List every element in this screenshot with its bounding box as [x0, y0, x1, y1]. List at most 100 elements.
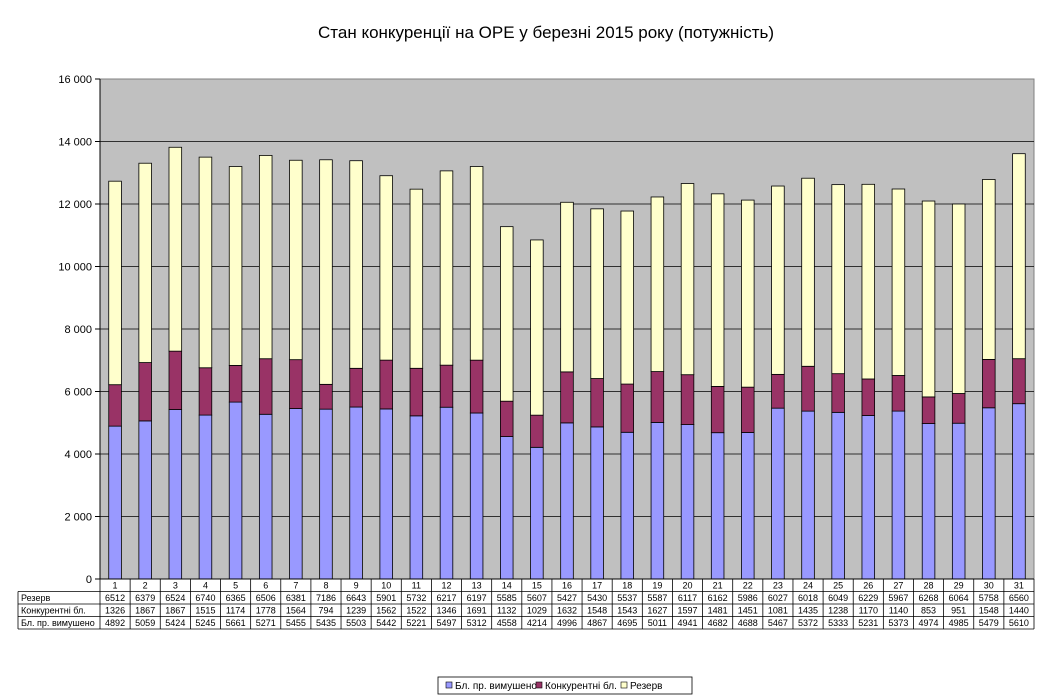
data-label: 5901: [376, 593, 396, 603]
bar-segment-1-day-19: [650, 422, 665, 580]
data-label: 4214: [527, 618, 547, 628]
x-tick-label: 19: [652, 581, 662, 591]
table-row-label: Конкурентні бл.: [21, 606, 86, 616]
bar-segment-2-day-23: [771, 373, 785, 409]
data-label: 5424: [165, 618, 185, 628]
data-label: 794: [318, 606, 333, 616]
data-label: 4996: [557, 618, 577, 628]
data-label: 5732: [406, 593, 426, 603]
bar-segment-1-day-17: [590, 426, 604, 580]
data-label: 5372: [798, 618, 818, 628]
data-label: 5231: [858, 618, 878, 628]
y-tick-label: 4 000: [64, 449, 92, 461]
x-tick-label: 18: [622, 581, 632, 591]
data-label: 1515: [195, 606, 215, 616]
bar-segment-3-day-6: [258, 155, 273, 360]
bar-segment-2-day-18: [620, 383, 634, 433]
bar-segment-2-day-5: [228, 365, 243, 403]
x-tick-label: 7: [293, 581, 298, 591]
bar-segment-1-day-27: [891, 410, 906, 580]
bar-segment-2-day-26: [861, 378, 876, 416]
data-label: 6740: [195, 593, 215, 603]
bar-segment-1-day-1: [108, 425, 122, 580]
bar-segment-2-day-21: [710, 386, 725, 434]
bar-segment-1-day-15: [530, 446, 544, 580]
bar-segment-3-day-23: [771, 185, 785, 375]
bar-segment-1-day-21: [710, 432, 725, 580]
bar-segment-3-day-27: [891, 188, 906, 376]
data-label: 1548: [979, 606, 999, 616]
data-label: 5245: [195, 618, 215, 628]
data-label: 1543: [617, 606, 637, 616]
bar-segment-3-day-28: [921, 200, 936, 398]
data-label: 1435: [798, 606, 818, 616]
bar-segment-2-day-1: [108, 384, 122, 427]
data-label: 6064: [949, 593, 969, 603]
x-tick-label: 3: [173, 581, 178, 591]
bar-segment-2-day-15: [530, 414, 544, 448]
y-tick-label: 14 000: [58, 137, 92, 149]
data-label: 5537: [617, 593, 637, 603]
data-label: 1140: [889, 606, 908, 616]
x-tick-label: 29: [954, 581, 964, 591]
data-label: 1632: [557, 606, 577, 616]
data-label: 6524: [165, 593, 185, 603]
x-tick-label: 12: [441, 581, 451, 591]
bar-segment-3-day-9: [349, 160, 363, 369]
bar-segment-2-day-28: [921, 396, 936, 424]
data-label: 1170: [859, 606, 878, 616]
data-table: 1 2 3 4 5 6 7 8 9 10 11 12 13 14 15 16 17 18 19 20 21 22 23 24 2…: [17, 578, 1035, 630]
bar-segment-1-day-29: [951, 422, 966, 580]
data-label: 7186: [316, 593, 336, 603]
data-label: 4892: [105, 618, 125, 628]
data-label: 6512: [105, 593, 125, 603]
bar-segment-2-day-12: [439, 364, 454, 408]
bar-segment-1-day-3: [168, 409, 183, 580]
y-tick-label: 16 000: [58, 74, 92, 86]
bar-segment-2-day-8: [319, 383, 333, 410]
bar-segment-3-day-2: [138, 162, 152, 363]
data-label: 5435: [316, 618, 336, 628]
x-tick-label: 24: [803, 581, 813, 591]
bar-segment-3-day-15: [530, 239, 544, 416]
data-label: 5497: [436, 618, 456, 628]
data-label: 1239: [346, 606, 366, 616]
data-label: 6268: [919, 593, 939, 603]
data-label: 6197: [467, 593, 487, 603]
data-label: 1481: [708, 606, 728, 616]
data-label: 5373: [888, 618, 908, 628]
x-tick-label: 17: [592, 581, 602, 591]
data-label: 5986: [738, 593, 758, 603]
bar-segment-1-day-8: [319, 408, 333, 580]
x-tick-label: 13: [472, 581, 482, 591]
bar-segment-3-day-17: [590, 208, 604, 379]
data-label: 6560: [1009, 593, 1029, 603]
bar-segment-3-day-11: [409, 188, 424, 369]
data-label: 1029: [527, 606, 547, 616]
legend-entry: Конкурентні бл.: [545, 680, 617, 692]
x-tick-label: 2: [143, 581, 148, 591]
bar-segment-1-day-6: [258, 413, 273, 580]
bar-segment-1-day-5: [228, 401, 243, 580]
data-label: 1867: [165, 606, 185, 616]
bar-segment-1-day-30: [982, 407, 996, 580]
table-row-label: Резерв: [21, 593, 50, 603]
bar-segment-2-day-6: [258, 358, 273, 415]
x-tick-label: 14: [502, 581, 512, 591]
data-label: 1562: [376, 606, 396, 616]
data-label: 1522: [406, 606, 426, 616]
bar-segment-3-day-30: [982, 179, 996, 360]
bar-segment-2-day-19: [650, 371, 665, 423]
y-tick-label: 2 000: [64, 512, 92, 524]
data-label: 1346: [436, 606, 456, 616]
x-tick-label: 28: [924, 581, 934, 591]
data-label: 853: [921, 606, 936, 616]
data-label: 5503: [346, 618, 366, 628]
bar-segment-2-day-2: [138, 362, 152, 422]
bar-segment-2-day-24: [801, 365, 815, 412]
data-label: 6027: [768, 593, 788, 603]
bar-segment-1-day-31: [1012, 403, 1026, 580]
bar-segment-2-day-11: [409, 367, 424, 417]
data-label: 1597: [678, 606, 698, 616]
